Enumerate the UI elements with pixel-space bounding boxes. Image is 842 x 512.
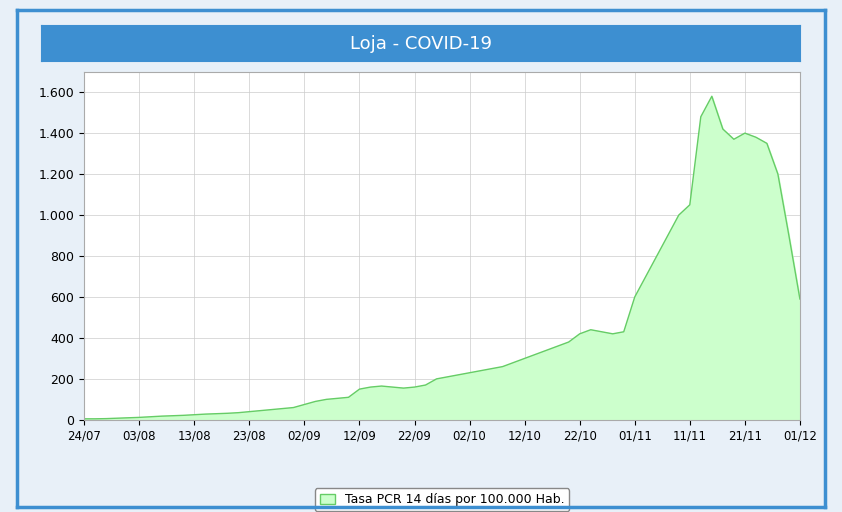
Text: Loja - COVID-19: Loja - COVID-19	[350, 34, 492, 53]
Legend: Tasa PCR 14 días por 100.000 Hab.: Tasa PCR 14 días por 100.000 Hab.	[315, 488, 569, 511]
